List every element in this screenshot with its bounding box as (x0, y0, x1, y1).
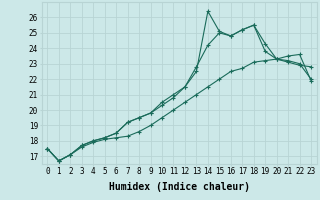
X-axis label: Humidex (Indice chaleur): Humidex (Indice chaleur) (109, 182, 250, 192)
